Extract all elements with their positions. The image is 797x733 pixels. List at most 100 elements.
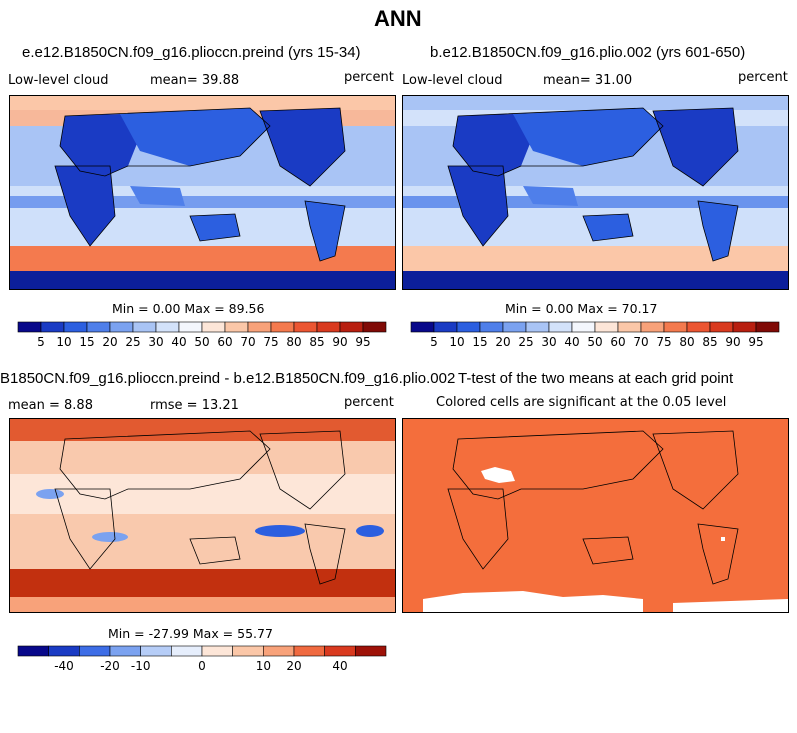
panel3-mean: mean = 8.88 — [8, 398, 93, 413]
panel2-colorbar-tick-label: 20 — [495, 335, 510, 349]
land-south-america — [698, 201, 738, 261]
panel2-units: percent — [738, 70, 788, 85]
panel3-title-wrap: B1850CN.f09_g16.plioccn.preind - b.e12.B… — [0, 370, 458, 387]
panel2-colorbar: 5 10 15 20 25 30 40 50 60 70 75 80 85 90 95 — [410, 321, 780, 352]
panel1-colorbar-swatch — [270, 321, 295, 333]
panel2-colorbar-tick-label: 40 — [564, 335, 579, 349]
panel1-colorbar-tick-label: 95 — [355, 335, 370, 349]
panel1-colorbar-swatch — [178, 321, 203, 333]
arctic-diff — [10, 419, 395, 441]
panel2-colorbar-tick-label: 70 — [633, 335, 648, 349]
panel1-colorbar-tick-label: 5 — [37, 335, 45, 349]
panel2-colorbar-swatch — [479, 321, 504, 333]
coastlines — [54, 430, 346, 585]
panel2-colorbar-tick-label: 80 — [679, 335, 694, 349]
panel1-colorbar-swatch — [86, 321, 111, 333]
panel1-colorbar-swatch — [224, 321, 249, 333]
southern-ocean — [403, 246, 788, 271]
panel3-minmax: Min = -27.99 Max = 55.77 — [108, 626, 273, 641]
panel1-colorbar-tick-label: 15 — [79, 335, 94, 349]
panel2-minmax: Min = 0.00 Max = 70.17 — [505, 301, 658, 316]
panel1-map-svg — [10, 96, 395, 289]
panel3-colorbar-swatch — [140, 645, 172, 657]
land-africa — [55, 166, 115, 246]
panel2-colorbar-tick-label: 15 — [472, 335, 487, 349]
panel3-colorbar-swatch — [293, 645, 325, 657]
land-eurasia-west — [60, 114, 140, 176]
panel2-colorbar-tick-label: 75 — [656, 335, 671, 349]
negative-anomaly-east-pacific — [255, 525, 305, 537]
antarctica — [10, 271, 395, 289]
panel1-colorbar-swatch — [316, 321, 341, 333]
coastlines — [447, 107, 739, 262]
panel3-title: B1850CN.f09_g16.plioccn.preind - b.e12.B… — [0, 370, 456, 387]
panel1-colorbar-tick-label: 70 — [240, 335, 255, 349]
panel4-map — [402, 418, 789, 613]
panel2-colorbar-tick-label: 95 — [748, 335, 763, 349]
not-significant-antarctica-west — [423, 591, 643, 612]
not-significant-patch-asia — [481, 467, 515, 483]
panel3-colorbar-tick-label: -10 — [131, 659, 151, 673]
panel1-colorbar-swatch — [247, 321, 272, 333]
panel2-colorbar-swatch — [525, 321, 550, 333]
panel2-colorbar-tick-label: 50 — [587, 335, 602, 349]
panel1-colorbar-tick-label: 40 — [171, 335, 186, 349]
panel3-colorbar-swatch — [48, 645, 80, 657]
panel1-units: percent — [344, 70, 394, 85]
panel3-map — [9, 418, 396, 613]
panel2-colorbar-tick-label: 10 — [449, 335, 464, 349]
maritime-continent — [130, 186, 185, 206]
panel2-colorbar-tick-label: 5 — [430, 335, 438, 349]
panel3-colorbar-svg: -40 -20 -10 0 10 20 40 — [17, 645, 387, 673]
panel2-mean: mean= 31.00 — [543, 73, 633, 88]
panel3-colorbar-swatch — [17, 645, 49, 657]
panel3-colorbar-swatch — [355, 645, 387, 657]
panel1-colorbar-tick-label: 75 — [263, 335, 278, 349]
panel1-colorbar-tick-label: 25 — [125, 335, 140, 349]
panel1-colorbar-tick-label: 80 — [286, 335, 301, 349]
negative-anomaly-indian — [92, 532, 128, 542]
panel3-colorbar-tick-label: 0 — [198, 659, 206, 673]
main-title: ANN — [374, 6, 422, 31]
southern-ocean — [10, 246, 395, 271]
not-significant-antarctica-east — [673, 599, 788, 612]
panel1-colorbar-tick-label: 90 — [332, 335, 347, 349]
panel1-title: e.e12.B1850CN.f09_g16.plioccn.preind (yr… — [22, 44, 361, 61]
panel1-colorbar-swatch — [293, 321, 318, 333]
panel1-colorbar-tick-label: 30 — [148, 335, 163, 349]
panel1-colorbar-tick-label: 60 — [217, 335, 232, 349]
antarctic-diff — [10, 597, 395, 612]
panel3-colorbar-swatch — [79, 645, 111, 657]
panel2-map — [402, 95, 789, 290]
panel1-colorbar-swatch — [155, 321, 180, 333]
arctic-band — [10, 96, 395, 110]
land-asia — [513, 108, 663, 166]
panel1-variable: Low-level cloud — [8, 73, 109, 88]
land-south-america — [305, 201, 345, 261]
panel3-colorbar-swatch — [201, 645, 233, 657]
panel3-colorbar: -40 -20 -10 0 10 20 40 — [17, 645, 387, 676]
panel2-colorbar-swatch — [732, 321, 757, 333]
panel2-colorbar-tick-label: 30 — [541, 335, 556, 349]
panel3-colorbar-tick-label: 10 — [256, 659, 271, 673]
panel3-colorbar-swatch — [263, 645, 295, 657]
negative-anomaly-north-atlantic — [36, 489, 64, 499]
panel2-colorbar-tick-label: 60 — [610, 335, 625, 349]
panel1-colorbar-swatch — [63, 321, 88, 333]
maritime-continent — [523, 186, 578, 206]
panel3-colorbar-swatch — [324, 645, 356, 657]
panel2-colorbar-swatch — [410, 321, 435, 333]
land-asia — [120, 108, 270, 166]
panel2-colorbar-swatch — [548, 321, 573, 333]
panel4-subtitle: Colored cells are significant at the 0.0… — [436, 395, 727, 410]
panel4-title: T-test of the two means at each grid poi… — [458, 370, 734, 387]
panel1-colorbar-swatch — [339, 321, 364, 333]
panel2-colorbar-tick-label: 25 — [518, 335, 533, 349]
panel2-colorbar-swatch — [686, 321, 711, 333]
coastlines — [54, 107, 346, 262]
panel2-colorbar-swatch — [617, 321, 642, 333]
panel2-colorbar-swatch — [640, 321, 665, 333]
not-significant-patch-south-america — [721, 537, 725, 541]
panel1-colorbar-swatch — [40, 321, 65, 333]
panel3-rmse: rmse = 13.21 — [150, 398, 239, 413]
